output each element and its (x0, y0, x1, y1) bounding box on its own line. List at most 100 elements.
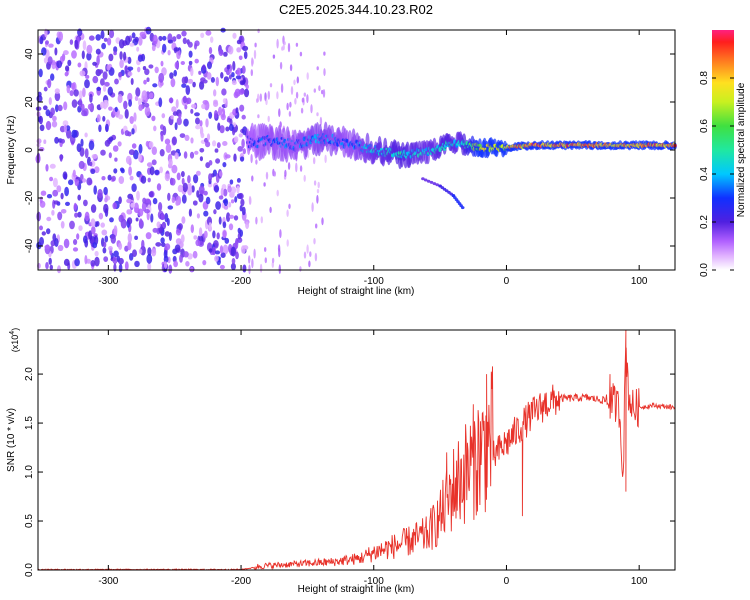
noise-mark (181, 83, 187, 88)
noise-mark (38, 115, 44, 125)
noise-mark (222, 230, 227, 238)
noise-mark (50, 107, 55, 116)
noise-mark (119, 51, 123, 60)
noise-mark (253, 49, 257, 60)
noise-mark (163, 255, 169, 263)
noise-mark (239, 80, 246, 86)
noise-mark (241, 138, 245, 149)
noise-mark (53, 200, 59, 205)
noise-mark (108, 53, 114, 62)
noise-mark (187, 175, 191, 184)
noise-mark (127, 66, 134, 71)
noise-mark (43, 139, 47, 144)
noise-mark (103, 85, 107, 92)
noise-mark (82, 40, 87, 51)
noise-mark (125, 35, 131, 46)
colorbar-tick-label: 0.6 (699, 119, 710, 133)
noise-mark (107, 37, 112, 46)
noise-mark (214, 110, 218, 119)
noise-mark (238, 192, 244, 200)
noise-mark (231, 72, 235, 78)
noise-mark (205, 30, 212, 36)
noise-mark (181, 194, 187, 204)
noise-mark (128, 166, 133, 176)
noise-mark (235, 75, 242, 80)
spectrogram-y-label: Frequency (Hz) (6, 116, 17, 185)
noise-mark (215, 201, 222, 210)
noise-mark (181, 234, 185, 243)
noise-mark (227, 185, 232, 193)
noise-mark (198, 227, 203, 237)
noise-mark (235, 107, 239, 114)
noise-mark (192, 200, 198, 206)
noise-mark (218, 49, 224, 56)
noise-mark (156, 221, 161, 229)
noise-mark (226, 64, 231, 70)
snr-y-label: SNR (10 * v/v) (6, 408, 17, 472)
noise-mark (108, 136, 114, 142)
noise-mark (108, 152, 112, 159)
noise-mark (216, 232, 220, 240)
y-tick-label: 0.0 (24, 563, 35, 577)
noise-mark (58, 31, 63, 42)
noise-mark (57, 104, 63, 112)
noise-mark (111, 175, 116, 182)
noise-mark (86, 52, 92, 61)
noise-mark (245, 84, 249, 90)
noise-mark (81, 50, 85, 60)
noise-mark (172, 36, 177, 42)
noise-mark (248, 195, 252, 205)
noise-mark (232, 32, 237, 39)
tail-point (432, 182, 437, 186)
noise-mark (303, 92, 306, 97)
noise-mark (137, 54, 143, 62)
noise-mark (134, 260, 140, 268)
noise-mark (138, 98, 142, 107)
y-tick-label: 0.5 (24, 514, 35, 528)
noise-mark (289, 64, 293, 72)
noise-mark (254, 42, 257, 48)
noise-mark (129, 175, 134, 181)
noise-mark (101, 176, 106, 181)
noise-mark (62, 120, 69, 127)
noise-mark (86, 177, 93, 186)
noise-mark (108, 29, 115, 39)
noise-mark (175, 228, 182, 236)
noise-mark (171, 106, 177, 113)
noise-mark (177, 184, 184, 193)
noise-mark (124, 261, 129, 271)
noise-mark (139, 218, 143, 226)
noise-mark (230, 199, 235, 204)
noise-mark (170, 178, 176, 186)
noise-mark (145, 232, 152, 240)
noise-mark (265, 171, 269, 180)
noise-mark (45, 120, 52, 131)
noise-mark (313, 88, 316, 93)
noise-mark (276, 189, 279, 197)
noise-mark (90, 260, 96, 267)
noise-mark (130, 78, 134, 85)
noise-mark (321, 89, 324, 95)
noise-mark (46, 194, 53, 199)
noise-mark (104, 81, 110, 87)
noise-mark (113, 225, 118, 236)
noise-mark (251, 258, 254, 269)
noise-mark (144, 106, 151, 117)
noise-mark (248, 264, 251, 275)
noise-mark (203, 210, 209, 217)
noise-mark (108, 106, 113, 111)
noise-mark (237, 227, 241, 234)
noise-mark (287, 42, 291, 53)
noise-mark (158, 72, 165, 83)
noise-mark (130, 202, 135, 208)
noise-mark (229, 179, 234, 185)
noise-mark (98, 69, 104, 74)
noise-mark (120, 168, 125, 174)
noise-mark (222, 141, 228, 146)
noise-mark (234, 136, 239, 143)
noise-mark (74, 258, 80, 267)
noise-mark (77, 194, 81, 201)
noise-mark (236, 67, 242, 77)
noise-mark (217, 122, 221, 131)
noise-mark (208, 222, 212, 231)
